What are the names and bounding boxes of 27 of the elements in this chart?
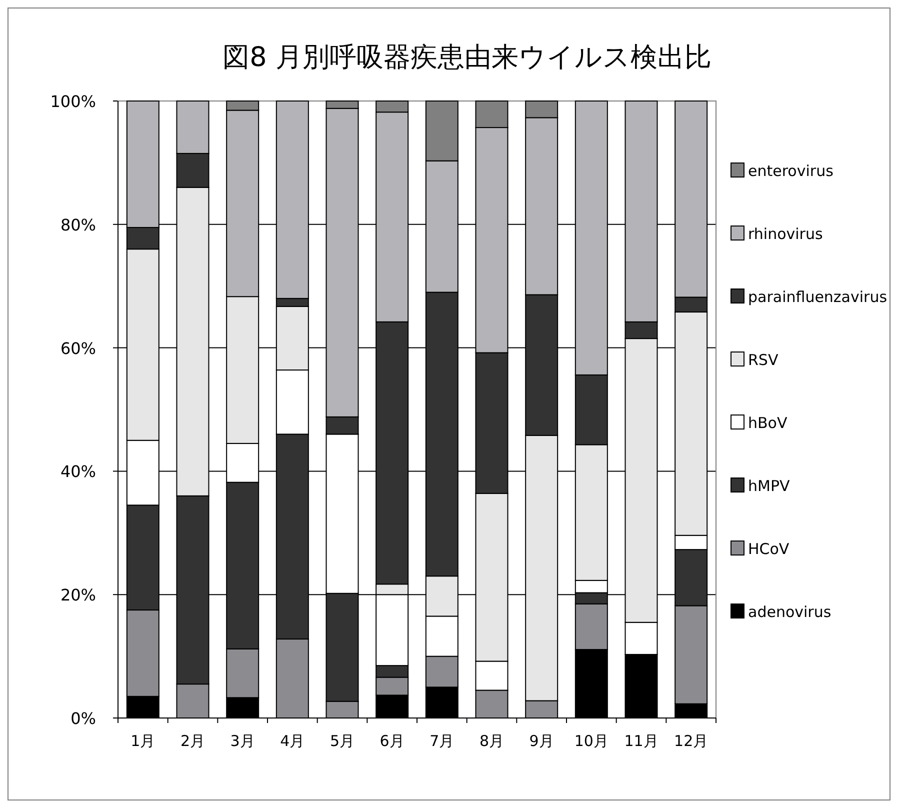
y-tick-label: 60% xyxy=(60,338,96,358)
x-tick-label: 4月 xyxy=(280,732,305,750)
x-tick-label: 8月 xyxy=(479,732,504,750)
y-tick-label: 20% xyxy=(60,586,96,605)
legend-label: hBoV xyxy=(748,414,788,432)
x-tick-label: 7月 xyxy=(430,732,454,750)
x-tick-label: 5月 xyxy=(330,732,355,750)
legend-label: adenovirus xyxy=(748,603,832,621)
y-tick-label: 0% xyxy=(70,709,96,728)
x-tick-label: 3月 xyxy=(230,732,255,750)
x-tick-label: 11月 xyxy=(624,732,658,750)
legend-label: rhinovirus xyxy=(748,225,823,243)
legend-label: enterovirus xyxy=(748,162,834,180)
y-tick-label: 100% xyxy=(50,92,96,111)
y-tick-label: 80% xyxy=(60,215,96,234)
legend-label: HCoV xyxy=(748,540,790,558)
x-tick-label: 2月 xyxy=(180,732,206,750)
legend-label: hMPV xyxy=(748,477,790,495)
y-tick-label: 40% xyxy=(60,462,96,482)
x-tick-label: 1月 xyxy=(130,732,156,750)
x-tick-label: 10月 xyxy=(574,732,608,750)
x-tick-label: 9月 xyxy=(529,732,554,750)
legend-label: parainfluenzavirus xyxy=(748,288,888,306)
legend-label: RSV xyxy=(748,351,779,369)
x-tick-label: 6月 xyxy=(380,732,404,750)
x-tick-label: 12月 xyxy=(674,732,708,750)
title: 図8 月別呼吸器疾患由来ウイルス検出比 xyxy=(222,42,712,73)
